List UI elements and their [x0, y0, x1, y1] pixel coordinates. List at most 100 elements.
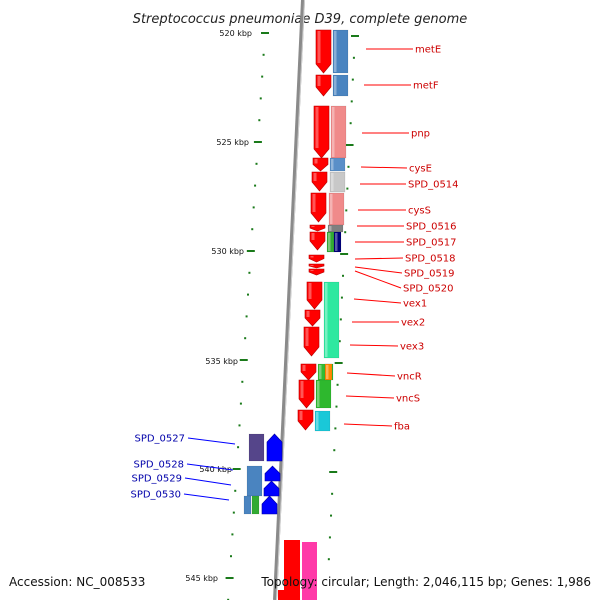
scale-label-540: 540 kbp [199, 465, 232, 474]
reverse-gene-annotation-block-2 [243, 495, 252, 515]
reverse-gene-leader [186, 463, 234, 471]
gene-annotation-shine [326, 365, 329, 379]
forward-gene-leader [354, 257, 404, 260]
forward-gene-shine [310, 265, 314, 266]
scale-tick-minor [246, 293, 249, 296]
scale-tick-minor [227, 598, 230, 600]
map-title: Streptococcus pneumoniae D39, complete g… [133, 12, 468, 27]
scale-tick-minor [327, 558, 330, 561]
forward-gene-shine [299, 411, 303, 420]
scale-ticks [225, 32, 359, 600]
forward-gene-arrow-bottom-2 [278, 590, 284, 600]
scale-tick-minor [255, 162, 258, 165]
scale-tick-minor [244, 337, 247, 340]
scale-label-530: 530 kbp [211, 247, 244, 256]
forward-gene-shine [311, 233, 315, 240]
gene-annotation-shine [331, 159, 334, 170]
forward-gene-leader [343, 423, 393, 427]
gene-features [243, 29, 349, 600]
reverse-gene-leader [187, 437, 236, 445]
scale-tick-minor [333, 449, 336, 452]
scale-label-545: 545 kbp [185, 574, 218, 583]
gene-annotation-shine [334, 31, 337, 72]
forward-gene-label: cysS [408, 206, 431, 217]
gene-annotation-block-3 [329, 157, 346, 172]
scale-tick-minor [234, 489, 237, 492]
gene-annotation-shine [325, 283, 328, 357]
gene-annotation-shine [335, 233, 338, 251]
scale-tick-minor [347, 165, 350, 168]
forward-gene-leader [346, 372, 396, 377]
reverse-gene-leader [183, 493, 230, 501]
scale-tick-minor [252, 206, 255, 209]
scale-tick-minor [254, 184, 257, 187]
scale-tick-minor [339, 318, 342, 321]
scale-tick-minor [232, 511, 235, 514]
forward-gene-label: cysE [409, 164, 432, 175]
forward-gene-label: fba [394, 422, 410, 433]
forward-gene-leader [345, 395, 395, 399]
forward-gene-shine [314, 159, 318, 164]
gene-annotation-block-0 [332, 29, 349, 74]
scale-label-520: 520 kbp [219, 29, 252, 38]
genome-backbone [273, 0, 305, 600]
forward-gene-arrow-6 [309, 224, 326, 232]
forward-gene-shine [302, 365, 306, 371]
forward-gene-label: metE [415, 45, 441, 56]
scale-tick-minor [350, 100, 353, 103]
scale-tick-minor [258, 119, 261, 122]
scale-tick-minor [344, 231, 347, 234]
scale-tick-minor [251, 228, 254, 231]
forward-gene-shine [310, 270, 314, 271]
forward-gene-shine [308, 283, 312, 299]
gene-annotation-block-4 [329, 171, 346, 193]
scale-tick-minor [261, 75, 264, 78]
scale-tick-minor [346, 187, 349, 190]
genome-backbone-highlight [276, 0, 305, 600]
gene-annotation-block-12 [315, 379, 332, 409]
forward-gene-label: pnp [411, 129, 430, 140]
scale-labels: 520 kbp 525 kbp 530 kbp 535 kbp 540 kbp … [185, 29, 252, 583]
gene-annotation-shine [319, 365, 322, 379]
scale-tick-minor [330, 514, 333, 517]
reverse-gene-annotation-block-3 [251, 495, 260, 515]
gene-annotation-block-1 [332, 74, 349, 97]
forward-gene-shine [306, 311, 310, 317]
accession-text: Accession: NC_008533 [9, 575, 145, 589]
scale-tick-minor [239, 402, 242, 405]
reverse-gene-annotation-block-1 [246, 465, 263, 497]
gene-annotation-shine [329, 226, 332, 231]
reverse-gene-annotation-block-0 [248, 433, 265, 462]
scale-tick-minor [262, 53, 265, 56]
forward-gene-label: vex1 [403, 299, 427, 310]
reverse-gene-arrow-0 [266, 433, 283, 462]
forward-gene-shine [311, 226, 315, 227]
scale-tick-minor [334, 427, 337, 430]
scale-tick-minor [338, 340, 341, 343]
reverse-gene-arrow-1 [264, 465, 281, 482]
gene-annotation-shine [334, 76, 337, 95]
scale-tick-minor [331, 492, 334, 495]
scale-tick-minor [229, 555, 232, 558]
reverse-gene-leader [184, 477, 232, 486]
scale-tick-minor [349, 122, 352, 125]
forward-gene-shine [312, 194, 316, 212]
gene-annotation-shine [332, 107, 335, 157]
forward-gene-label: metF [413, 81, 439, 92]
forward-gene-leader [349, 344, 399, 347]
forward-gene-arrow-10 [308, 268, 325, 276]
scale-label-535: 535 kbp [205, 357, 238, 366]
scale-tick-minor [352, 56, 355, 59]
gene-annotation-shine [316, 412, 319, 430]
reverse-gene-arrow-2 [263, 480, 280, 497]
reverse-gene-arrow-3 [261, 495, 278, 515]
forward-gene-label: vex2 [401, 318, 425, 329]
scale-tick-minor [237, 446, 240, 449]
forward-gene-shine [310, 256, 314, 258]
scale-tick-minor [248, 271, 251, 274]
forward-gene-leader [354, 266, 403, 274]
scale-tick-minor [245, 315, 248, 318]
scale-tick-minor [328, 536, 331, 539]
scale-tick-minor [231, 533, 234, 536]
